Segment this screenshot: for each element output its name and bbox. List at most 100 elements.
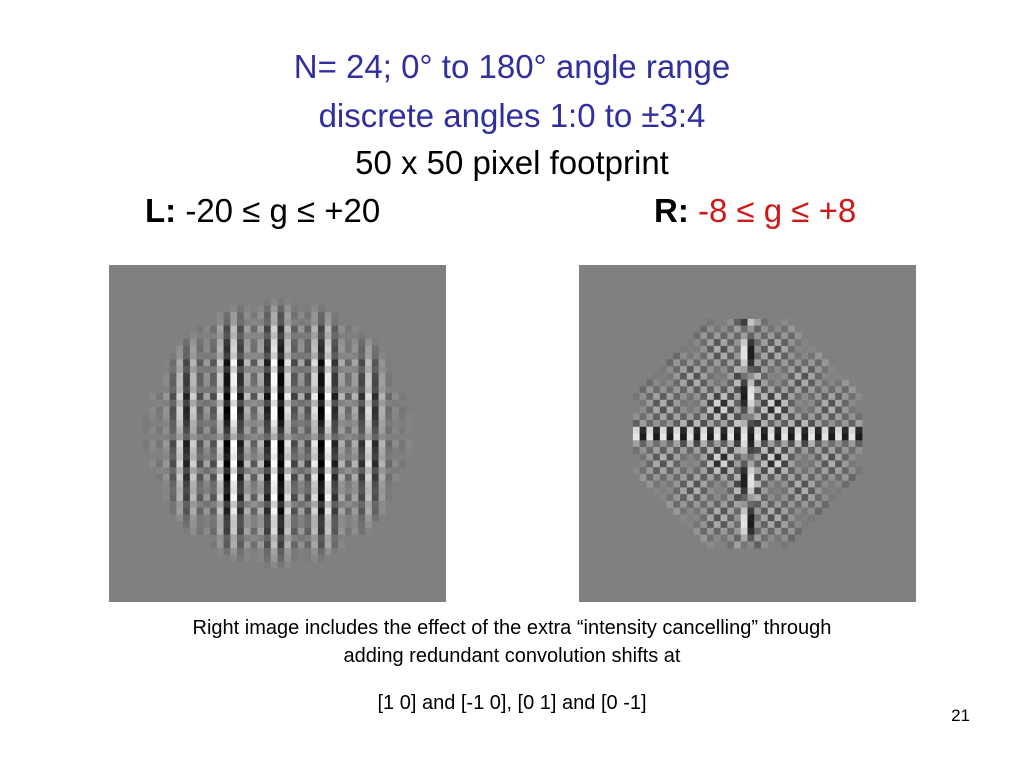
filter-pixel bbox=[747, 521, 755, 529]
filter-pixel bbox=[371, 446, 379, 455]
filter-pixel bbox=[230, 359, 238, 367]
filter-pixel bbox=[338, 507, 346, 515]
filter-pixel bbox=[156, 467, 164, 475]
filter-pixel bbox=[358, 379, 366, 387]
filter-pixel bbox=[176, 480, 184, 488]
filter-pixel bbox=[720, 379, 728, 387]
filter-pixel bbox=[734, 372, 742, 380]
filter-pixel bbox=[277, 480, 285, 488]
filter-pixel bbox=[808, 473, 816, 481]
filter-pixel bbox=[659, 460, 667, 468]
filter-pixel bbox=[713, 352, 721, 360]
filter-pixel bbox=[270, 393, 278, 401]
filter-pixel bbox=[290, 366, 299, 374]
filter-pixel bbox=[257, 413, 265, 421]
right-filter-image bbox=[579, 265, 916, 602]
filter-pixel bbox=[344, 399, 352, 407]
filter-pixel bbox=[162, 372, 170, 380]
filter-pixel bbox=[237, 473, 245, 481]
filter-pixel bbox=[257, 399, 265, 407]
filter-pixel bbox=[653, 426, 661, 434]
filter-pixel bbox=[365, 359, 373, 367]
filter-pixel bbox=[264, 521, 272, 529]
filter-pixel bbox=[727, 345, 735, 353]
filter-pixel bbox=[257, 541, 265, 549]
filter-pixel bbox=[821, 393, 829, 401]
filter-pixel bbox=[693, 480, 701, 488]
filter-pixel bbox=[365, 527, 373, 535]
filter-pixel bbox=[828, 366, 836, 374]
filter-pixel bbox=[169, 440, 177, 448]
filter-pixel bbox=[324, 318, 332, 326]
filter-pixel bbox=[801, 420, 809, 428]
filter-pixel bbox=[673, 467, 681, 475]
filter-pixel bbox=[707, 426, 715, 434]
filter-pixel bbox=[740, 433, 748, 441]
filter-pixel bbox=[196, 366, 204, 374]
filter-pixel bbox=[257, 446, 265, 455]
filter-pixel bbox=[216, 345, 224, 353]
filter-pixel bbox=[196, 352, 204, 360]
filter-pixel bbox=[727, 473, 735, 481]
filter-pixel bbox=[324, 332, 332, 340]
filter-pixel bbox=[713, 446, 721, 455]
filter-pixel bbox=[794, 366, 802, 374]
filter-pixel bbox=[216, 359, 224, 367]
filter-pixel bbox=[223, 480, 231, 488]
filter-pixel bbox=[264, 339, 272, 347]
filter-pixel bbox=[673, 386, 681, 394]
filter-pixel bbox=[243, 312, 251, 320]
filter-pixel bbox=[801, 352, 809, 360]
filter-pixel bbox=[720, 460, 728, 468]
filter-pixel bbox=[794, 420, 802, 428]
filter-pixel bbox=[277, 413, 285, 421]
filter-pixel bbox=[659, 426, 667, 434]
filter-pixel bbox=[659, 467, 667, 475]
filter-pixel bbox=[385, 446, 393, 455]
filter-pixel bbox=[760, 393, 769, 401]
filter-pixel bbox=[257, 312, 265, 320]
filter-pixel bbox=[787, 339, 795, 347]
filter-pixel bbox=[203, 372, 211, 380]
filter-pixel bbox=[331, 500, 339, 508]
filter-pixel bbox=[216, 514, 224, 522]
filter-pixel bbox=[270, 514, 278, 522]
filter-pixel bbox=[781, 467, 789, 475]
filter-pixel bbox=[365, 440, 373, 448]
filter-pixel bbox=[653, 399, 661, 407]
filter-pixel bbox=[774, 467, 782, 475]
filter-pixel bbox=[230, 399, 238, 407]
filter-pixel bbox=[740, 406, 748, 414]
filter-pixel bbox=[747, 446, 755, 455]
filter-pixel bbox=[324, 393, 332, 401]
filter-pixel bbox=[237, 460, 245, 468]
filter-pixel bbox=[223, 366, 231, 374]
filter-pixel bbox=[216, 372, 224, 380]
filter-pixel bbox=[754, 473, 762, 481]
filter-pixel bbox=[297, 500, 305, 508]
filter-pixel bbox=[196, 460, 204, 468]
filter-pixel bbox=[344, 440, 352, 448]
filter-pixel bbox=[734, 366, 742, 374]
filter-pixel bbox=[230, 487, 238, 495]
filter-pixel bbox=[727, 399, 735, 407]
filter-pixel bbox=[237, 480, 245, 488]
filter-pixel bbox=[686, 473, 694, 481]
filter-pixel bbox=[686, 359, 694, 367]
filter-pixel bbox=[734, 460, 742, 468]
filter-pixel bbox=[666, 386, 674, 394]
filter-pixel bbox=[794, 480, 802, 488]
filter-pixel bbox=[693, 527, 701, 535]
filter-pixel bbox=[344, 420, 352, 428]
filter-pixel bbox=[257, 426, 265, 434]
filter-pixel bbox=[176, 359, 184, 367]
filter-pixel bbox=[673, 352, 681, 360]
filter-pixel bbox=[801, 379, 809, 387]
filter-pixel bbox=[183, 527, 191, 535]
filter-pixel bbox=[720, 521, 728, 529]
filter-pixel bbox=[264, 372, 272, 380]
filter-pixel bbox=[392, 413, 400, 421]
filter-pixel bbox=[371, 345, 379, 353]
filter-pixel bbox=[666, 372, 674, 380]
filter-pixel bbox=[284, 426, 292, 434]
